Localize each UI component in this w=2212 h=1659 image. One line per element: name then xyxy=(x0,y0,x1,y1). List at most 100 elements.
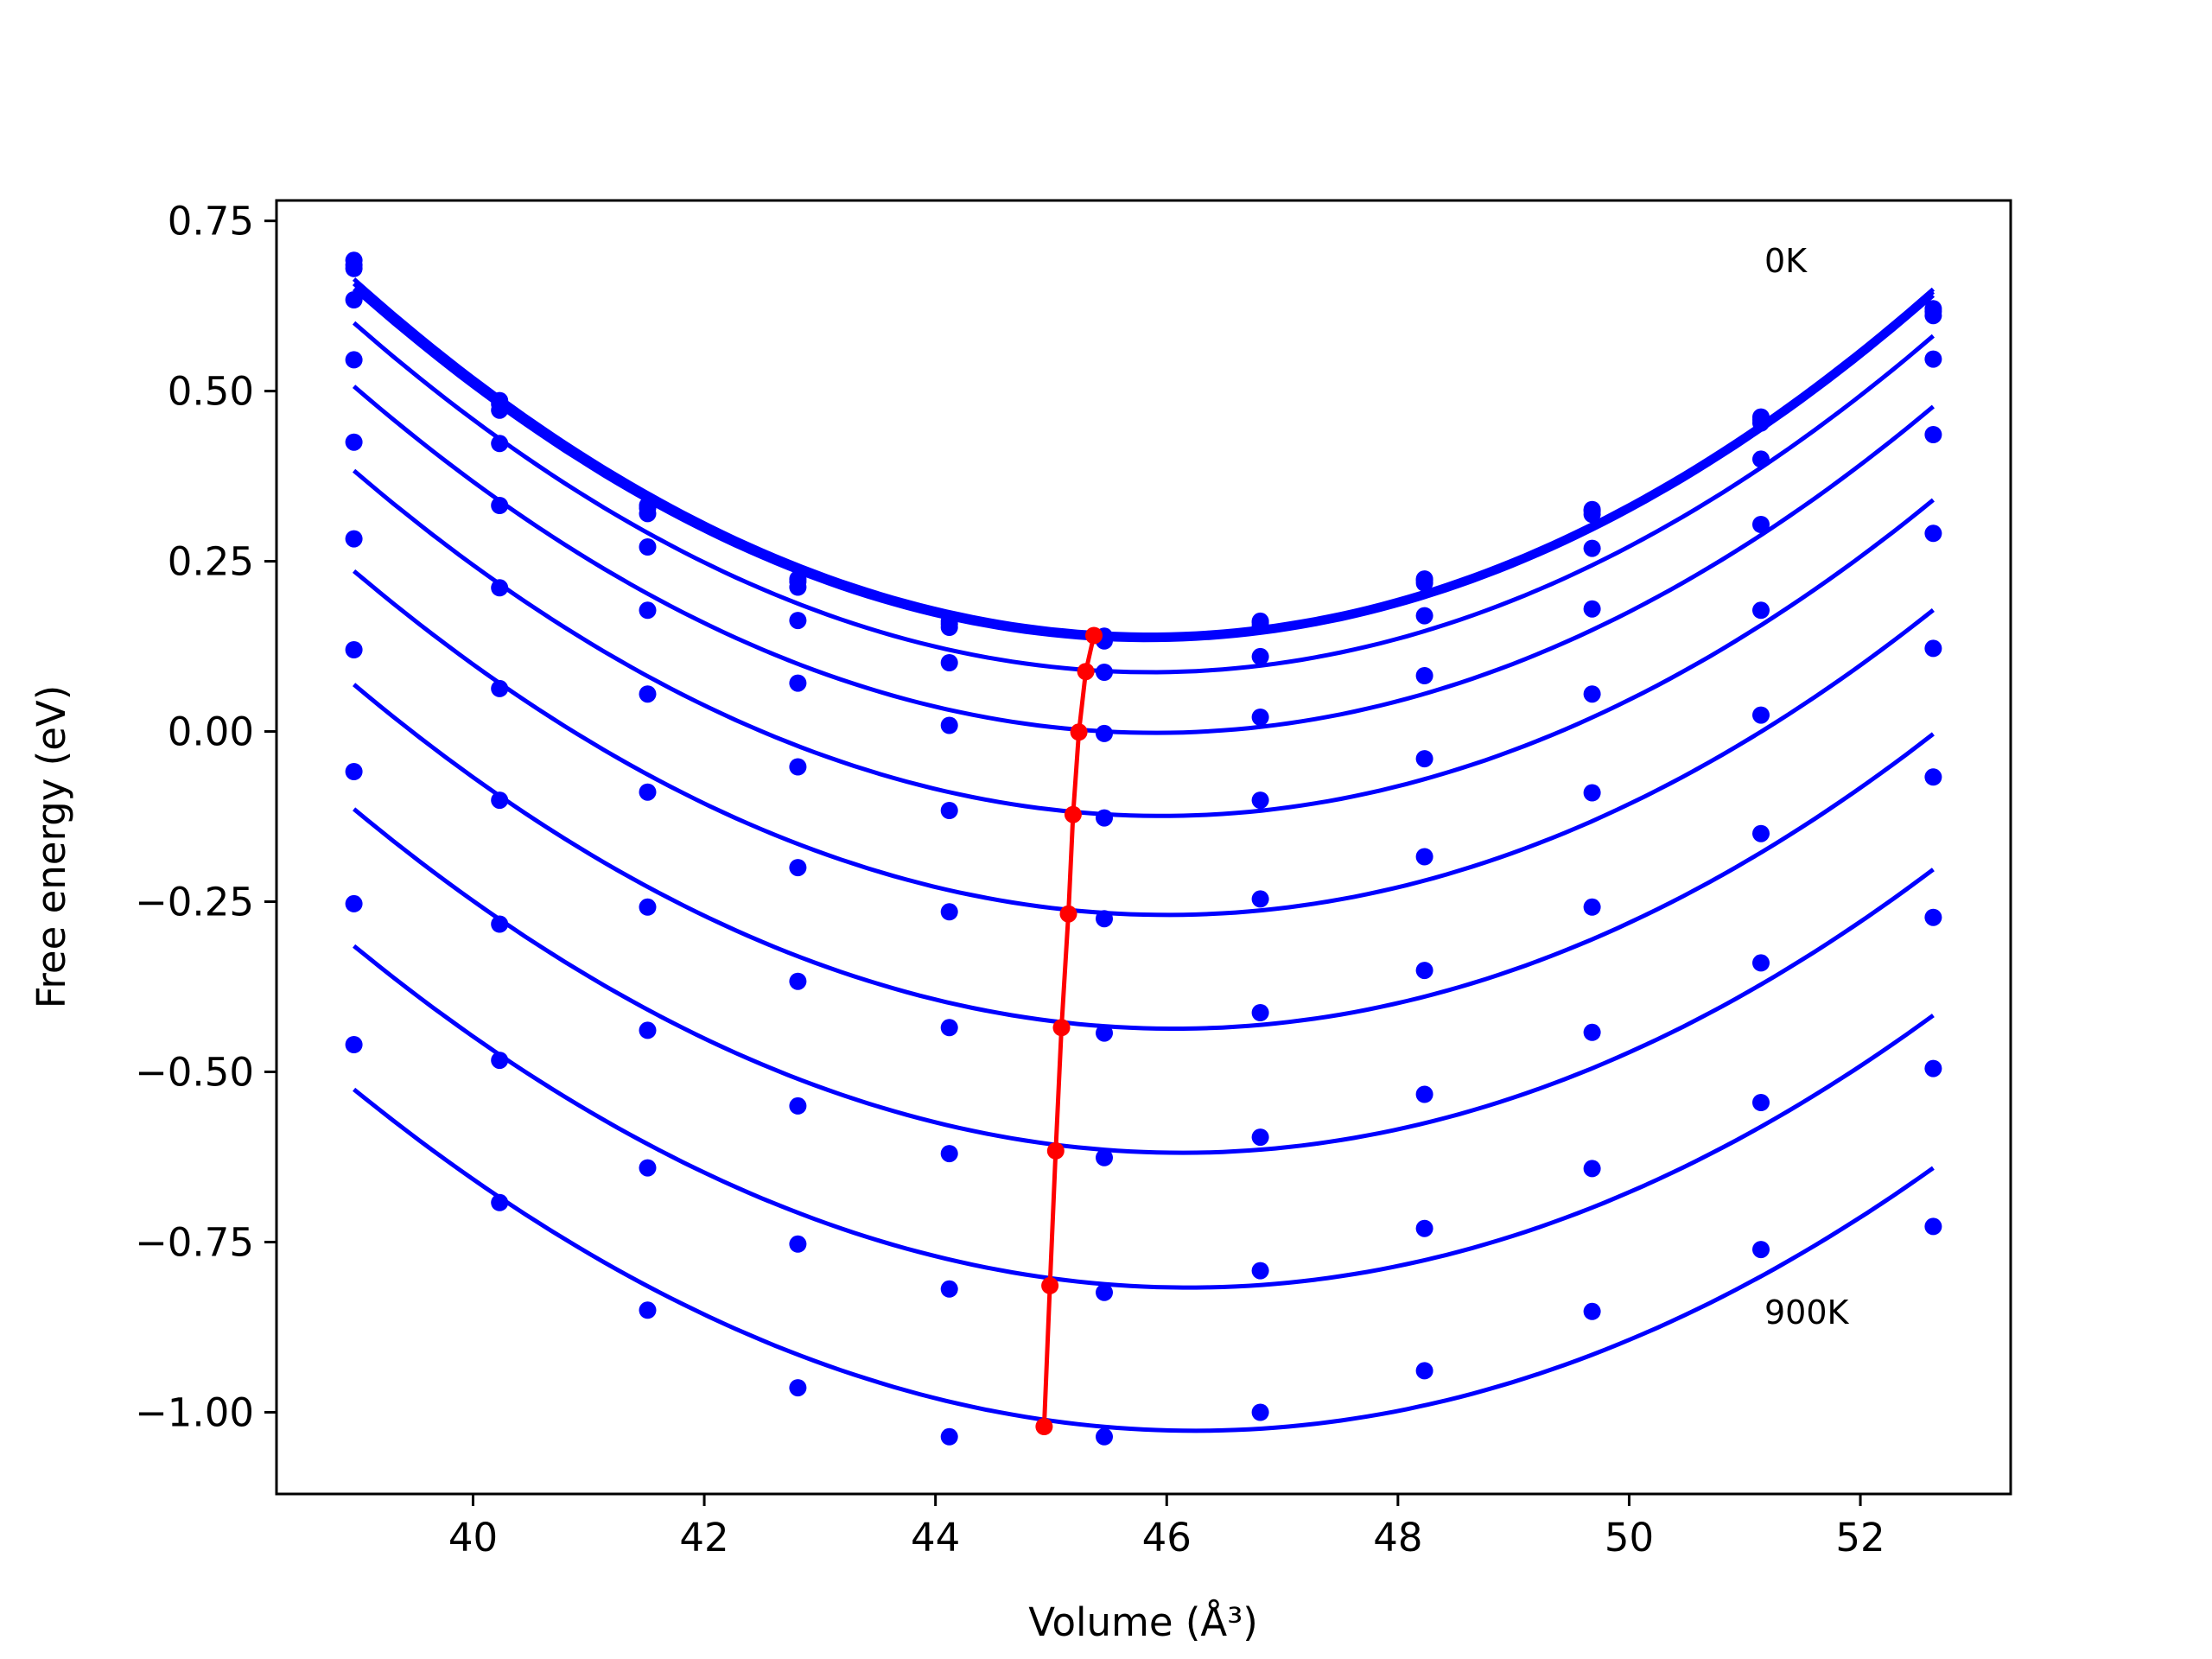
data-point xyxy=(1251,890,1269,908)
data-point xyxy=(1415,667,1433,684)
data-point xyxy=(491,497,509,514)
data-point xyxy=(1924,350,1942,368)
data-point xyxy=(789,1235,807,1253)
data-point xyxy=(940,1280,958,1298)
data-point xyxy=(1752,414,1770,432)
data-point xyxy=(1752,1094,1770,1111)
data-point xyxy=(491,679,509,697)
data-point xyxy=(1251,791,1269,810)
data-point xyxy=(1752,1241,1770,1259)
fit-curve-1 xyxy=(352,282,1936,639)
data-point xyxy=(1251,1128,1269,1147)
data-point xyxy=(1583,1302,1601,1320)
data-point xyxy=(1096,910,1113,928)
data-point xyxy=(491,401,509,419)
x-tick-label: 50 xyxy=(1605,1515,1654,1560)
data-point xyxy=(940,1019,958,1037)
data-point xyxy=(789,1096,807,1115)
minimum-point xyxy=(1070,723,1088,741)
data-point xyxy=(639,505,657,523)
fit-curve-6 xyxy=(353,569,1935,918)
data-point xyxy=(1415,848,1433,866)
y-axis-ticks: 0.75 0.50 0.25 0.00 −0.25 −0.50 −0.75 −1.00 xyxy=(135,199,276,1435)
data-point xyxy=(940,619,958,636)
data-point xyxy=(639,898,657,916)
data-point xyxy=(1583,1160,1601,1178)
data-point xyxy=(1096,1283,1113,1301)
data-point xyxy=(345,291,363,308)
data-point xyxy=(1096,1148,1113,1166)
minimum-point xyxy=(1077,663,1095,681)
y-tick-label: −0.25 xyxy=(135,880,254,925)
minimum-point xyxy=(1035,1418,1053,1435)
y-tick-label: 0.50 xyxy=(168,369,254,415)
x-axis-ticks: 40 42 44 46 48 50 52 xyxy=(448,1494,1885,1560)
data-point xyxy=(1251,1403,1269,1421)
minimum-point xyxy=(1064,805,1082,823)
data-point xyxy=(1752,516,1770,533)
data-point xyxy=(940,802,958,819)
x-axis-label: Volume (Å³) xyxy=(1028,1599,1258,1645)
data-point xyxy=(789,674,807,692)
data-point xyxy=(1752,954,1770,972)
data-point xyxy=(639,1021,657,1039)
data-point xyxy=(491,915,509,933)
data-point xyxy=(639,601,657,620)
data-point xyxy=(639,1301,657,1319)
x-tick-label: 48 xyxy=(1373,1515,1422,1560)
data-points-group xyxy=(345,251,1942,1446)
data-point xyxy=(1096,724,1113,742)
data-point xyxy=(940,654,958,671)
data-point xyxy=(1096,809,1113,827)
x-tick-label: 42 xyxy=(679,1515,728,1560)
fit-curve-4 xyxy=(352,385,1935,735)
x-tick-label: 52 xyxy=(1835,1515,1885,1560)
data-point xyxy=(940,1145,958,1163)
minima-line-group xyxy=(1035,626,1103,1435)
data-point xyxy=(345,894,363,912)
data-point xyxy=(1251,1004,1269,1021)
data-point xyxy=(345,763,363,780)
data-point xyxy=(789,758,807,776)
data-point xyxy=(1924,768,1942,786)
data-point xyxy=(789,859,807,877)
data-point xyxy=(1924,1217,1942,1236)
data-point xyxy=(491,1052,509,1070)
data-point xyxy=(1924,307,1942,325)
data-point xyxy=(1251,647,1269,665)
data-point xyxy=(1415,607,1433,625)
data-point xyxy=(1415,574,1433,592)
fitted-curves-group xyxy=(352,277,1936,1433)
data-point xyxy=(1752,706,1770,724)
data-point xyxy=(789,612,807,630)
y-tick-label: −0.75 xyxy=(135,1219,254,1265)
data-point xyxy=(491,1193,509,1211)
minimum-point xyxy=(1052,1019,1071,1037)
fit-curve-5 xyxy=(352,468,1935,818)
data-point xyxy=(1924,1059,1942,1077)
data-point xyxy=(1583,600,1601,618)
x-tick-label: 44 xyxy=(911,1515,960,1560)
y-tick-label: 0.75 xyxy=(168,199,254,245)
data-point xyxy=(1583,505,1601,524)
x-tick-label: 40 xyxy=(448,1515,498,1560)
data-point xyxy=(345,530,363,548)
data-point xyxy=(345,433,363,451)
data-point xyxy=(1583,685,1601,703)
fit-curve-7 xyxy=(353,683,1935,1031)
minimum-point xyxy=(1085,626,1103,645)
x-tick-label: 46 xyxy=(1142,1515,1192,1560)
data-point xyxy=(789,578,807,596)
data-point xyxy=(940,716,958,734)
minimum-point xyxy=(1059,905,1077,923)
data-point xyxy=(639,538,657,556)
plot-frame xyxy=(275,199,2012,1496)
data-point xyxy=(789,972,807,990)
data-point xyxy=(1096,1024,1113,1042)
fit-curve-2 xyxy=(352,287,1936,643)
fit-curve-9 xyxy=(353,944,1935,1290)
y-tick-label: 0.00 xyxy=(168,709,254,755)
data-point xyxy=(1096,1427,1113,1446)
minimum-point xyxy=(1046,1141,1065,1160)
